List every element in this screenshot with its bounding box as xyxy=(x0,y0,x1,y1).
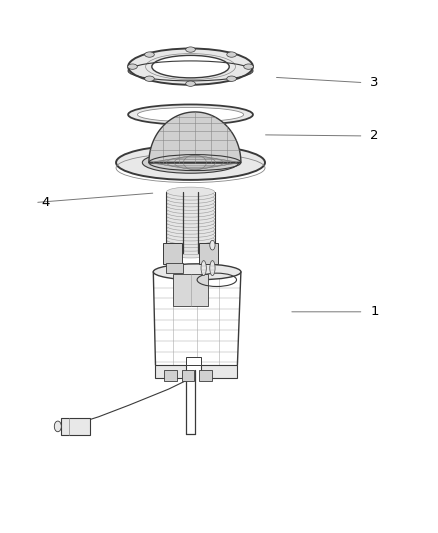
Polygon shape xyxy=(199,370,212,381)
Ellipse shape xyxy=(166,231,215,241)
Ellipse shape xyxy=(166,224,215,234)
Ellipse shape xyxy=(128,64,138,69)
Ellipse shape xyxy=(166,235,215,244)
Ellipse shape xyxy=(166,194,215,204)
Ellipse shape xyxy=(244,64,253,69)
Ellipse shape xyxy=(227,52,237,57)
Ellipse shape xyxy=(166,214,215,224)
Ellipse shape xyxy=(210,261,215,276)
Polygon shape xyxy=(164,370,177,381)
Ellipse shape xyxy=(166,201,215,211)
Ellipse shape xyxy=(54,421,61,432)
Ellipse shape xyxy=(145,52,154,57)
Ellipse shape xyxy=(128,104,253,125)
Ellipse shape xyxy=(166,238,215,248)
Polygon shape xyxy=(186,357,201,365)
Ellipse shape xyxy=(227,76,237,82)
Text: 3: 3 xyxy=(370,76,378,89)
Ellipse shape xyxy=(179,268,202,276)
Ellipse shape xyxy=(166,187,215,197)
Ellipse shape xyxy=(145,76,154,82)
Text: 2: 2 xyxy=(370,130,378,142)
Ellipse shape xyxy=(166,241,215,251)
Ellipse shape xyxy=(153,264,241,280)
Ellipse shape xyxy=(138,108,244,122)
Polygon shape xyxy=(182,370,194,381)
Ellipse shape xyxy=(142,152,239,173)
Ellipse shape xyxy=(116,145,265,180)
Text: 4: 4 xyxy=(42,196,50,209)
Ellipse shape xyxy=(186,81,195,86)
Polygon shape xyxy=(199,243,218,264)
Ellipse shape xyxy=(166,211,215,221)
Polygon shape xyxy=(155,365,186,378)
Ellipse shape xyxy=(166,221,215,231)
Polygon shape xyxy=(149,112,241,163)
Ellipse shape xyxy=(152,55,229,78)
Ellipse shape xyxy=(201,261,206,276)
Polygon shape xyxy=(166,263,183,273)
Polygon shape xyxy=(173,274,208,306)
Ellipse shape xyxy=(166,207,215,217)
Polygon shape xyxy=(61,418,90,435)
Polygon shape xyxy=(163,243,182,264)
Polygon shape xyxy=(201,365,237,378)
Ellipse shape xyxy=(166,190,215,200)
Ellipse shape xyxy=(166,228,215,238)
Ellipse shape xyxy=(210,240,215,250)
Ellipse shape xyxy=(166,197,215,207)
Text: 1: 1 xyxy=(370,305,378,318)
Ellipse shape xyxy=(166,204,215,214)
Ellipse shape xyxy=(186,47,195,52)
Ellipse shape xyxy=(166,217,215,228)
Ellipse shape xyxy=(166,245,215,255)
Ellipse shape xyxy=(128,49,253,85)
Ellipse shape xyxy=(166,248,215,258)
